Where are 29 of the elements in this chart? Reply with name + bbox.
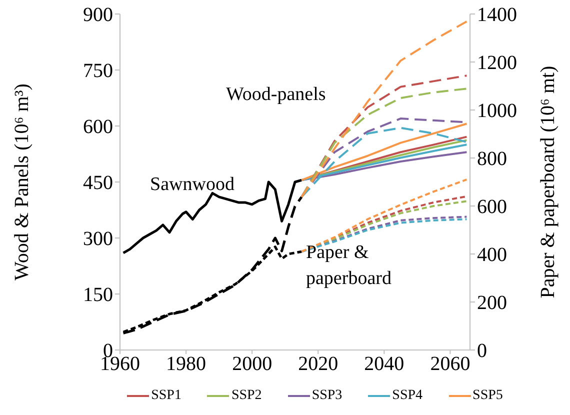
y-tick-label: 750: [83, 60, 113, 82]
x-tick-label: 2000: [232, 353, 272, 376]
y2-tick-label: 1200: [477, 52, 517, 74]
x-tick-label: 2060: [430, 353, 470, 376]
annotation: Paper & paperboard: [306, 241, 392, 291]
x-tick-label: 1980: [166, 353, 206, 376]
x-tick-label: 2040: [364, 353, 404, 376]
legend-label: SSP5: [472, 388, 503, 404]
y-tick-label: 300: [83, 228, 113, 250]
annotation: Wood-panels: [226, 83, 327, 107]
y2-tick-label: 200: [477, 292, 507, 314]
y2-tick-label: 0: [477, 340, 487, 362]
y-tick-label: 600: [83, 116, 113, 138]
annotation: Sawnwood: [150, 173, 236, 197]
legend-label: SSP2: [231, 388, 262, 404]
legend-label: SSP3: [312, 388, 342, 404]
y2-tick-label: 1400: [477, 4, 517, 26]
y2-axis-title: Paper & paperboard (10⁶ mt): [537, 66, 559, 298]
y2-tick-label: 600: [477, 196, 507, 218]
y2-tick-label: 1000: [477, 100, 517, 122]
y-tick-label: 150: [83, 284, 113, 306]
y2-tick-label: 800: [477, 148, 507, 170]
legend-label: SSP1: [151, 388, 182, 404]
x-tick-label: 2020: [298, 353, 338, 376]
legend-label: SSP4: [392, 388, 423, 404]
y-axis-title: Wood & Panels (10⁶ m³): [11, 84, 33, 280]
y2-tick-label: 400: [477, 244, 507, 266]
y-tick-label: 450: [83, 172, 113, 194]
y-tick-label: 900: [83, 4, 113, 26]
